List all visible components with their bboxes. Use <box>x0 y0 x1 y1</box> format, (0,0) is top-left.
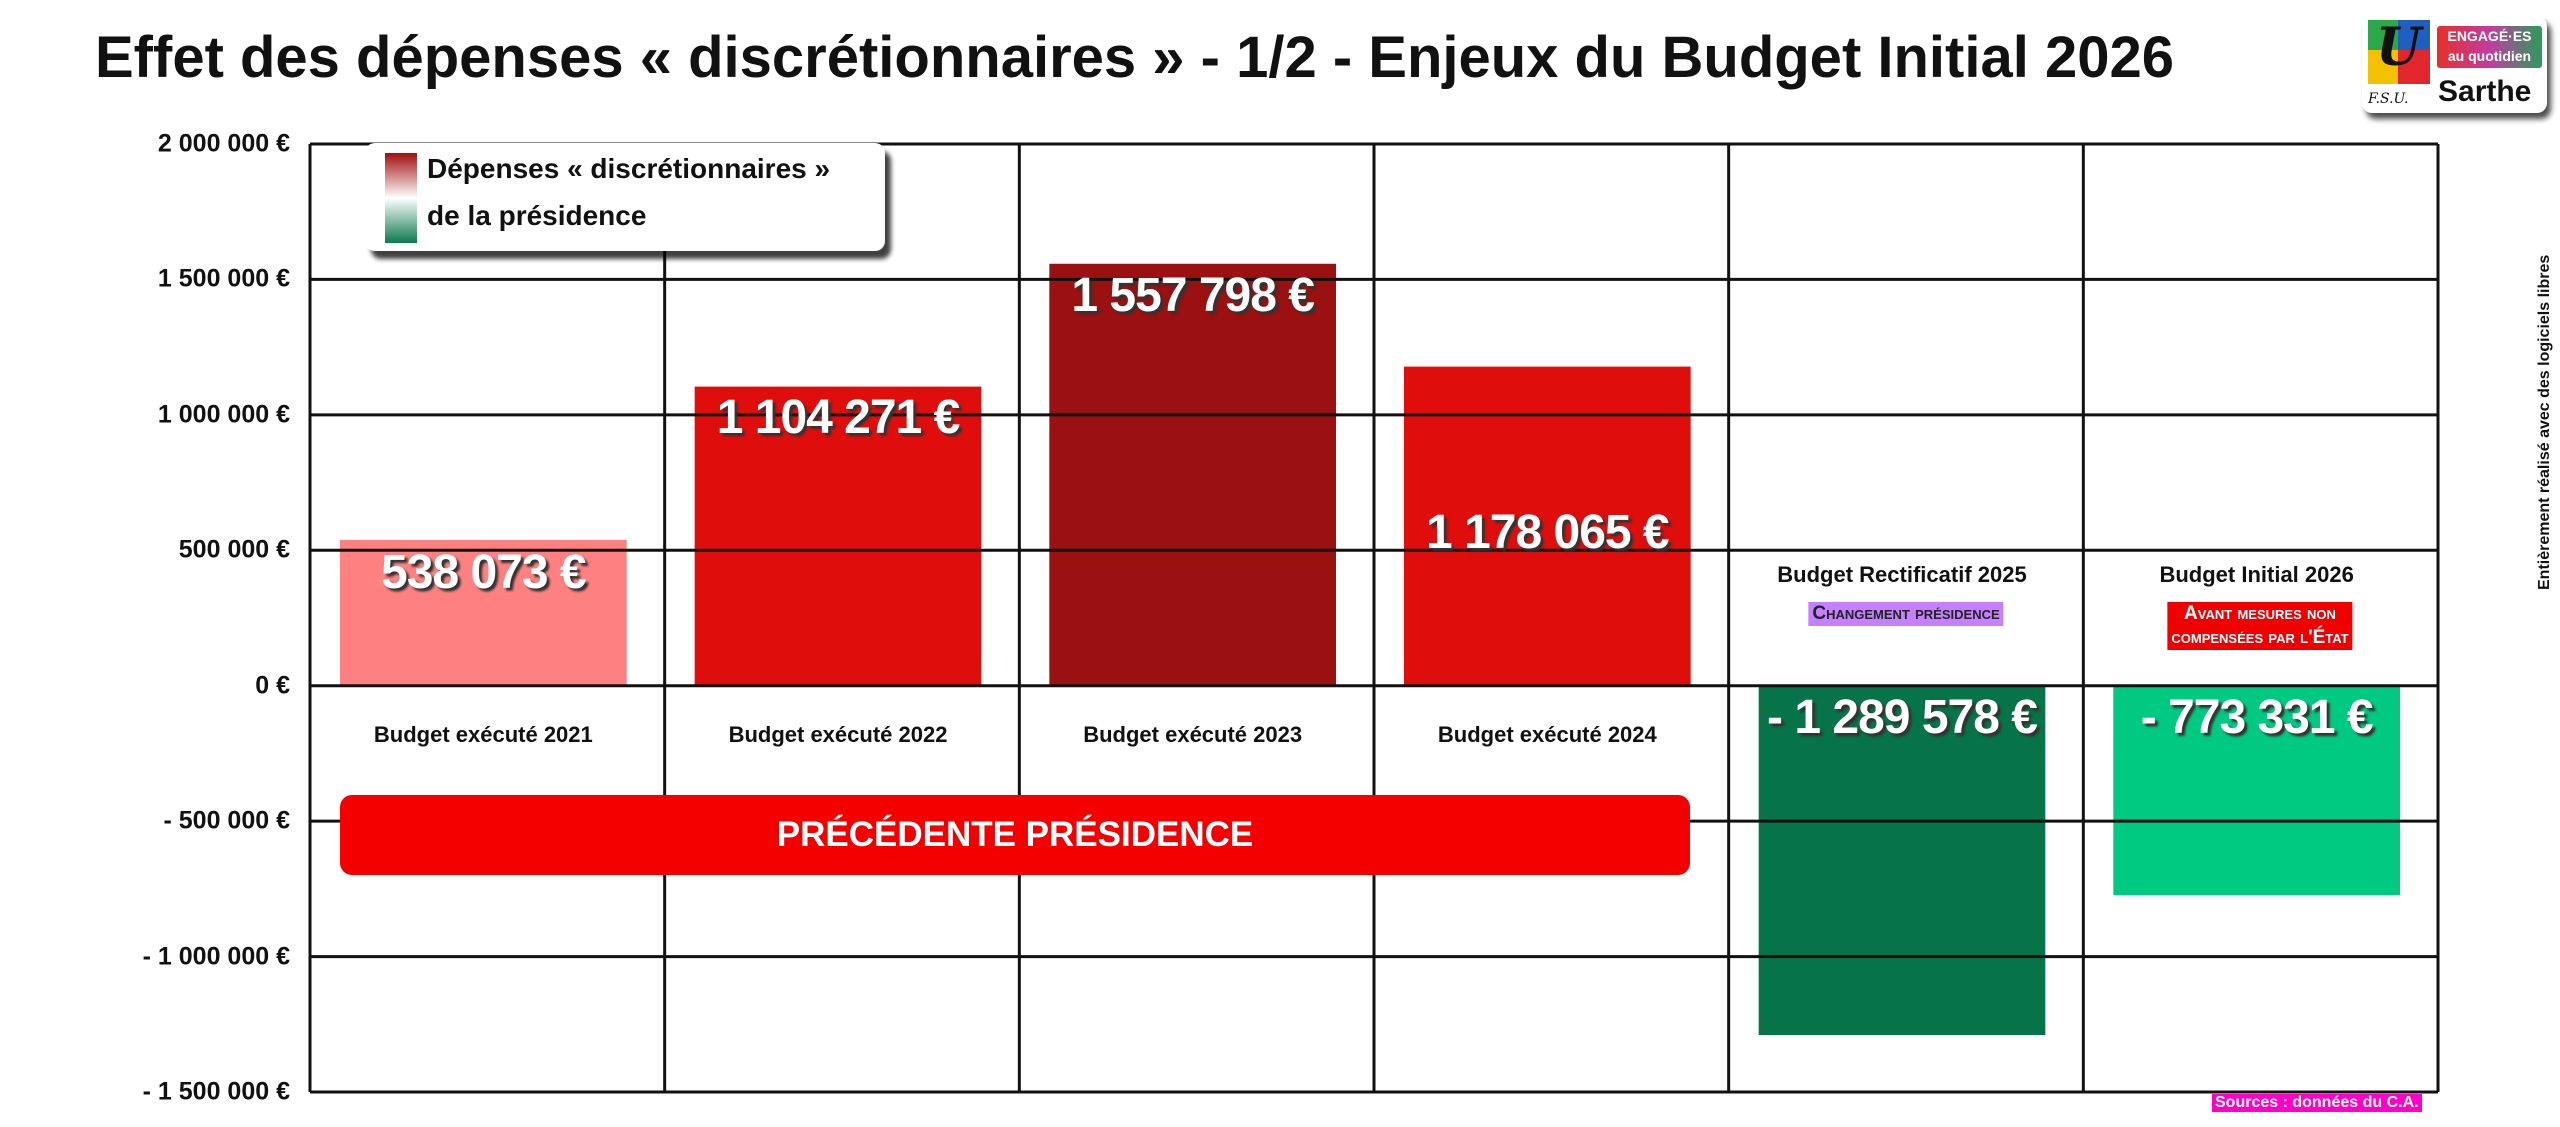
bar-4 <box>1404 366 1691 686</box>
note-before-measures: Avant mesures non compensées par l'État <box>2167 602 2353 650</box>
value-label: - 773 331 € <box>2140 691 2374 744</box>
legend-gradient-swatch <box>385 153 417 243</box>
category-label: Budget Rectificatif 2025 <box>1777 562 2027 587</box>
y-tick-label: 0 € <box>255 671 290 700</box>
previous-presidency-banner: PRÉCÉDENTE PRÉSIDENCE <box>340 795 1690 875</box>
note-presidency-change: Changement présidence <box>1808 602 2004 626</box>
legend: Dépenses « discrétionnaires » de la prés… <box>365 143 885 251</box>
value-label: 1 104 271 € <box>716 391 961 444</box>
source-note: Sources : données du C.A. <box>2212 1094 2422 1112</box>
fsu-sarthe-logo: U ENGAGÉ·ES au quotidien F.S.U. Sarthe <box>2362 16 2547 113</box>
y-tick-label: - 1 000 000 € <box>142 942 290 971</box>
category-label: Budget exécuté 2023 <box>1083 722 1303 747</box>
legend-line-1: Dépenses « discrétionnaires » <box>427 153 831 184</box>
legend-line-2: de la présidence <box>427 200 647 231</box>
page-title: Effet des dépenses « discrétionnaires » … <box>95 25 2174 90</box>
bar-3 <box>1049 263 1336 686</box>
value-label: 538 073 € <box>381 546 587 599</box>
category-label: Budget Initial 2026 <box>2159 562 2354 587</box>
category-label: Budget exécuté 2024 <box>1437 722 1657 747</box>
category-label: Budget exécuté 2021 <box>373 722 593 747</box>
y-tick-label: 2 000 000 € <box>157 129 290 158</box>
value-label: 1 178 065 € <box>1426 506 1670 559</box>
bar-1 <box>340 539 627 686</box>
y-tick-label: 500 000 € <box>178 535 290 564</box>
y-tick-label: 1 500 000 € <box>157 264 290 293</box>
bar-2 <box>694 386 982 686</box>
value-label: 1 557 798 € <box>1071 269 1315 322</box>
y-tick-label: - 1 500 000 € <box>142 1077 290 1106</box>
value-label: - 1 289 578 € <box>1767 691 2038 744</box>
y-tick-label: 1 000 000 € <box>157 400 290 429</box>
category-label: Budget exécuté 2022 <box>728 722 948 747</box>
bar-5 <box>1758 685 2046 1036</box>
bar-6 <box>2113 685 2400 896</box>
y-tick-label: - 500 000 € <box>163 806 291 835</box>
